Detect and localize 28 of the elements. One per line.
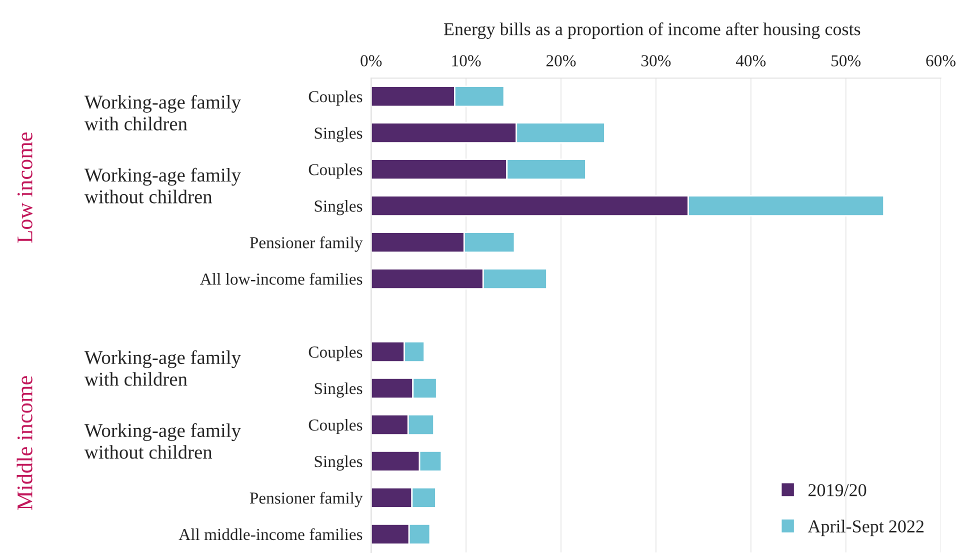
y-tick-label: Pensioner family bbox=[250, 492, 363, 508]
text: Low income bbox=[17, 132, 32, 243]
text: Working-age family without children bbox=[84, 168, 241, 204]
text: Working-age family with children bbox=[84, 350, 241, 386]
legend-label: April-Sept 2022 bbox=[808, 520, 924, 536]
y-tick-label: Couples bbox=[308, 164, 362, 179]
x-tick-label: 40% bbox=[736, 55, 766, 66]
y-tick-label: Singles bbox=[314, 382, 362, 398]
y-tick-label: Couples bbox=[308, 346, 362, 362]
x-tick-label: 30% bbox=[641, 55, 671, 66]
x-tick-label: 0% bbox=[360, 55, 382, 66]
x-tick-label: 60% bbox=[926, 55, 956, 66]
y-tick-label: Couples bbox=[308, 418, 362, 434]
text: Working-age family without children bbox=[84, 423, 241, 459]
chart-title: Energy bills as a proportion of income after housing costs bbox=[444, 22, 860, 39]
y-tick-label: Singles bbox=[314, 200, 362, 216]
y-tick-label: Singles bbox=[314, 127, 362, 142]
y-tick-label: Couples bbox=[308, 90, 362, 106]
y-tick-label: All middle-income families bbox=[178, 528, 362, 540]
text: Middle income bbox=[16, 376, 32, 510]
x-tick-label: 10% bbox=[452, 55, 481, 66]
y-tick-label: Singles bbox=[314, 455, 362, 471]
y-tick-label: All low-income families bbox=[200, 272, 362, 285]
legend-label: 2019/20 bbox=[808, 484, 866, 496]
x-tick-label: 50% bbox=[832, 55, 861, 66]
y-tick-label: Pensioner family bbox=[250, 236, 363, 252]
x-tick-label: 20% bbox=[546, 55, 576, 66]
text: Working-age family with children bbox=[84, 94, 241, 130]
